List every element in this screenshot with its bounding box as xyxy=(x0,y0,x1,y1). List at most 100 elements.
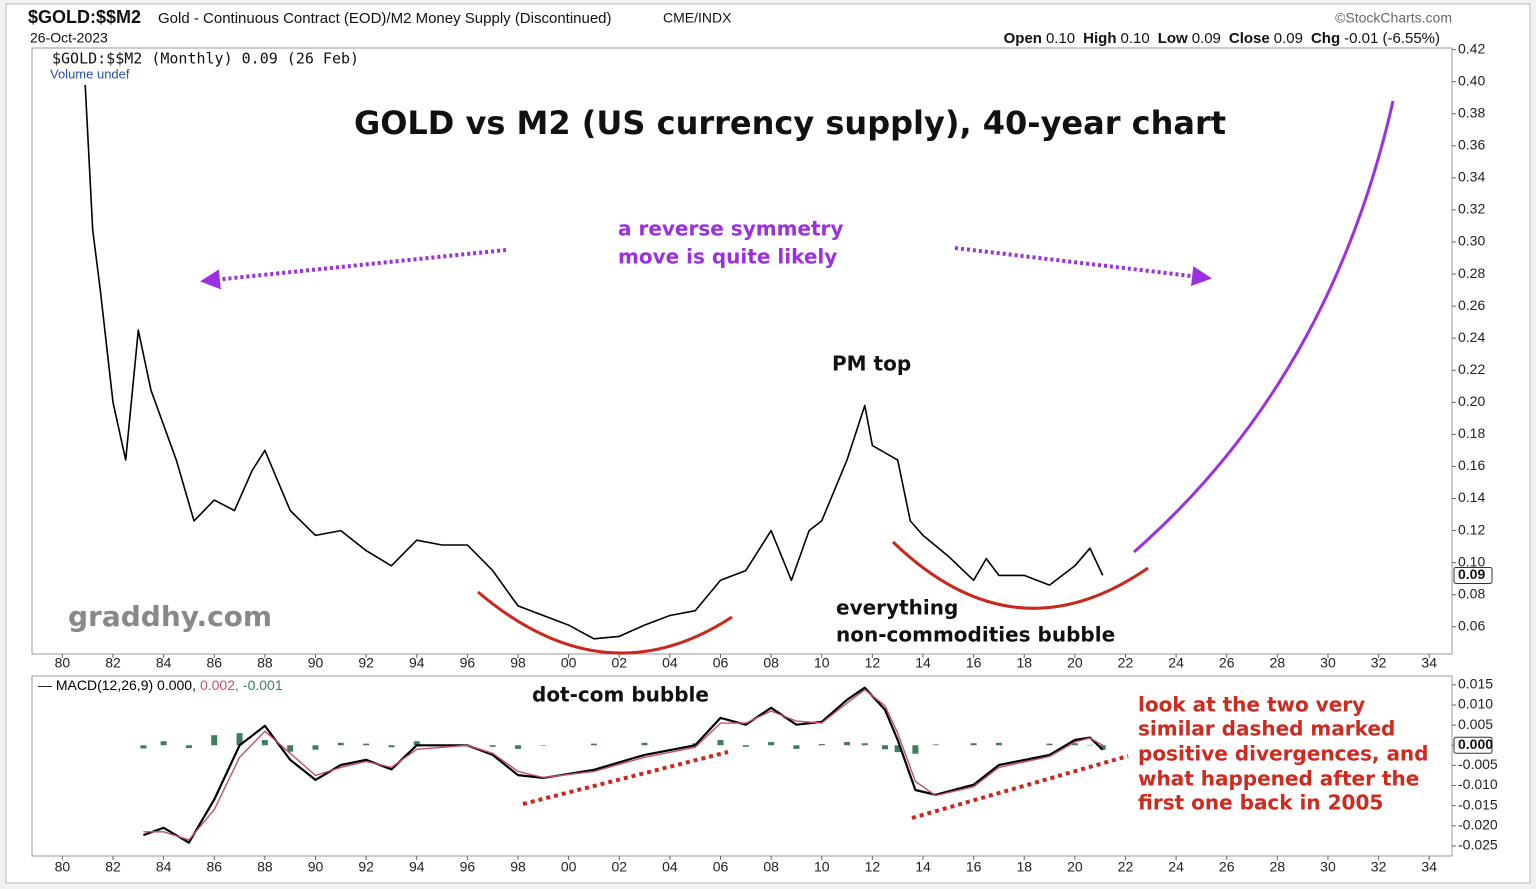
annotation: non-commodities bubble xyxy=(836,623,1115,647)
x-tick-label: 12 xyxy=(865,655,881,671)
annotation: positive divergences, and xyxy=(1138,742,1429,766)
y-tick-label: 0.28 xyxy=(1458,265,1485,281)
legend-entry: -0.001 xyxy=(243,677,283,693)
source: ©StockCharts.com xyxy=(1335,10,1452,26)
volume-label: Volume undef xyxy=(50,66,130,81)
quote-label: Close xyxy=(1229,30,1270,47)
annotation: move is quite likely xyxy=(618,245,837,269)
x-tick-label: 04 xyxy=(662,859,678,875)
histogram-bar xyxy=(717,740,724,746)
y-tick-label: 0.015 xyxy=(1458,676,1493,692)
quote-value: -0.01 (-6.55%) xyxy=(1344,30,1440,47)
y-tick-label: 0.22 xyxy=(1458,361,1485,377)
annotation: similar dashed marked xyxy=(1138,717,1395,741)
y-tick-label: -0.010 xyxy=(1458,776,1498,792)
y-tick-label: 0.010 xyxy=(1458,696,1493,712)
x-tick-label: 82 xyxy=(105,655,121,671)
histogram-bar xyxy=(912,745,919,754)
drawings xyxy=(84,84,1395,844)
histogram-bar xyxy=(641,742,648,746)
chart-title: GOLD vs M2 (US currency supply), 40-year… xyxy=(354,104,1226,142)
annotation: first one back in 2005 xyxy=(1138,791,1383,815)
y-tick-label: -0.020 xyxy=(1458,817,1498,833)
legend: $GOLD:$$M2 (Monthly) 0.09 (26 Feb) xyxy=(52,50,359,68)
x-tick-label: 88 xyxy=(257,655,273,671)
x-tick-label: 10 xyxy=(814,859,830,875)
histogram-bar xyxy=(970,743,977,746)
legend-swatch: — xyxy=(38,677,56,693)
histogram-bar xyxy=(932,744,939,746)
x-tick-label: 26 xyxy=(1219,859,1235,875)
x-tick-label: 34 xyxy=(1421,859,1437,875)
y-tick-label: -0.025 xyxy=(1458,837,1498,853)
watermark: graddhy.com xyxy=(68,600,272,633)
x-tick-label: 18 xyxy=(1016,655,1032,671)
histogram-bar xyxy=(211,735,218,746)
histogram-bar xyxy=(287,745,294,752)
histogram-bar xyxy=(337,742,344,746)
x-tick-label: 10 xyxy=(814,655,830,671)
curve xyxy=(477,590,733,655)
x-tick-label: 32 xyxy=(1371,655,1387,671)
y-tick-label: -0.015 xyxy=(1458,796,1498,812)
price-panel xyxy=(31,47,1453,655)
x-tick-label: 20 xyxy=(1067,655,1083,671)
x-tick-label: 12 xyxy=(865,859,881,875)
y-tick-label: 0.20 xyxy=(1458,393,1485,409)
histogram-bar xyxy=(540,745,547,746)
quote-label: High xyxy=(1083,30,1116,47)
x-tick-label: 96 xyxy=(460,655,476,671)
series-line xyxy=(84,84,1104,640)
x-tick-label: 22 xyxy=(1118,655,1134,671)
histogram-bar xyxy=(590,743,597,746)
last-value-box xyxy=(1453,566,1493,584)
divergence-line xyxy=(522,750,729,806)
x-tick-label: 92 xyxy=(358,859,374,875)
x-tick-label: 32 xyxy=(1371,859,1387,875)
divergence-line xyxy=(911,754,1129,820)
histogram-bar xyxy=(793,745,800,749)
x-tick-label: 86 xyxy=(206,859,222,875)
x-tick-label: 08 xyxy=(763,859,779,875)
y-tick-label: 0.42 xyxy=(1458,40,1485,56)
histogram-bar xyxy=(1046,743,1053,746)
annotation: dot-com bubble xyxy=(532,683,709,707)
x-tick-label: 98 xyxy=(510,859,526,875)
date: 26-Oct-2023 xyxy=(30,30,108,46)
histogram-bar xyxy=(489,745,496,747)
x-tick-label: 84 xyxy=(156,655,172,671)
histogram-bar xyxy=(1099,745,1106,750)
histogram-bar xyxy=(1071,743,1078,746)
y-tick-label: 0.18 xyxy=(1458,425,1485,441)
histogram-bar xyxy=(844,742,851,746)
quote: Open 0.10 High 0.10 Low 0.09 Close 0.09 Chg -0.01… xyxy=(1004,30,1440,47)
x-tick-label: 28 xyxy=(1270,859,1286,875)
x-tick-label: 20 xyxy=(1067,859,1083,875)
description: Gold - Continuous Contract (EOD)/M2 Mone… xyxy=(158,10,612,27)
y-tick-label: 0.08 xyxy=(1458,585,1485,601)
x-tick-label: 18 xyxy=(1016,859,1032,875)
y-tick-label: -0.005 xyxy=(1458,756,1498,772)
histogram-bar xyxy=(261,740,268,746)
y-tick-label: 0.26 xyxy=(1458,297,1485,313)
legend-entry: MACD(12,26,9) 0.000, xyxy=(56,677,196,693)
y-tick-label: 0.34 xyxy=(1458,169,1485,185)
legend-entry: 0.002, xyxy=(200,677,239,693)
histogram-bar xyxy=(861,743,868,746)
x-tick-label: 00 xyxy=(561,655,577,671)
histogram-bar xyxy=(160,741,167,746)
last-value-label: 0.09 xyxy=(1458,566,1485,582)
histogram-bar xyxy=(882,745,889,750)
x-tick-label: 94 xyxy=(409,859,425,875)
series-line xyxy=(143,686,1104,844)
y-tick-label: 0.36 xyxy=(1458,136,1485,152)
x-tick-label: 30 xyxy=(1320,655,1336,671)
x-tick-label: 98 xyxy=(510,655,526,671)
x-tick-label: 06 xyxy=(713,655,729,671)
histogram-bar xyxy=(1087,744,1094,746)
x-tick-label: 96 xyxy=(460,859,476,875)
annotation: what happened after the xyxy=(1138,767,1419,791)
x-tick-label: 24 xyxy=(1168,859,1184,875)
